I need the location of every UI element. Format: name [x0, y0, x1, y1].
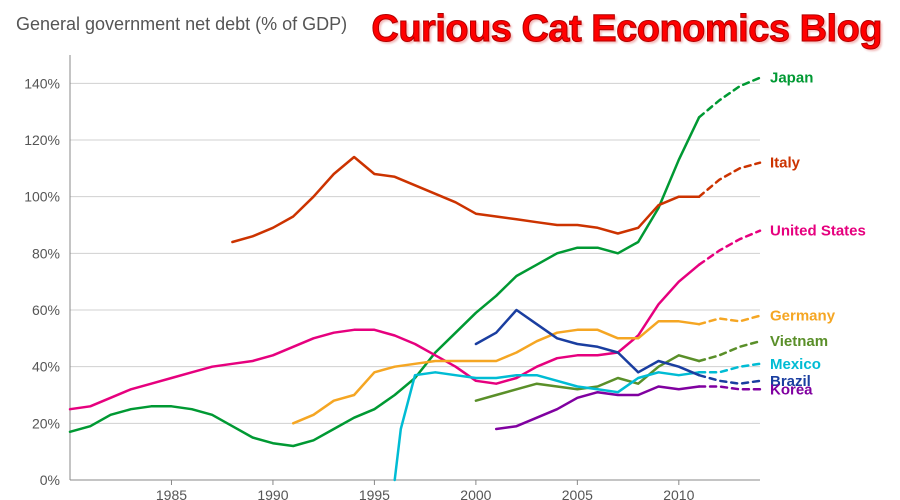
series-korea [496, 387, 699, 430]
series-brazil [476, 310, 699, 375]
series-mexico-forecast [699, 364, 760, 373]
series-korea-forecast [699, 387, 760, 390]
x-tick-label: 1990 [257, 487, 288, 500]
y-tick-label: 20% [32, 415, 60, 431]
series-united-states [70, 265, 699, 410]
series-label-japan: Japan [770, 70, 813, 87]
series-japan [70, 117, 699, 446]
y-tick-label: 60% [32, 302, 60, 318]
y-tick-label: 140% [24, 75, 60, 91]
chart-plot: 0% 20% 40% 60% 80% 100% 120% 140% 1985 1990 1995 20… [0, 0, 900, 500]
series-italy [232, 157, 699, 242]
series-label-united-states: United States [770, 223, 866, 240]
x-tick-label: 2010 [663, 487, 694, 500]
x-tick-label: 1985 [156, 487, 187, 500]
y-tick-label: 120% [24, 132, 60, 148]
y-tick-label: 0% [40, 472, 60, 488]
series-germany-forecast [699, 316, 760, 325]
chart-container: General government net debt (% of GDP) C… [0, 0, 900, 500]
series-label-mexico: Mexico [770, 356, 821, 373]
series-united-states-forecast [699, 231, 760, 265]
series-label-korea: Korea [770, 381, 813, 398]
series-label-vietnam: Vietnam [770, 333, 828, 350]
series-label-germany: Germany [770, 308, 836, 325]
x-tick-label: 1995 [359, 487, 390, 500]
y-tick-label: 80% [32, 245, 60, 261]
series-italy-forecast [699, 163, 760, 197]
series-label-italy: Italy [770, 155, 801, 172]
x-tick-label: 2005 [562, 487, 593, 500]
series-vietnam-forecast [699, 341, 760, 361]
y-tick-label: 100% [24, 189, 60, 205]
x-tick-label: 2000 [460, 487, 491, 500]
series-brazil-forecast [699, 375, 760, 384]
y-tick-label: 40% [32, 359, 60, 375]
